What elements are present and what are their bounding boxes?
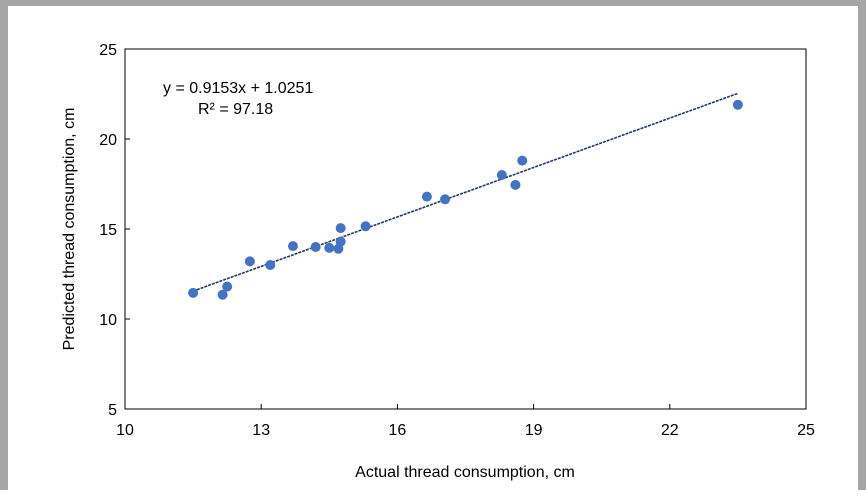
data-point bbox=[510, 179, 521, 190]
x-tick-label: 25 bbox=[797, 422, 815, 439]
plot-area bbox=[124, 48, 807, 410]
y-tick-label: 5 bbox=[108, 402, 117, 419]
data-point bbox=[496, 170, 507, 180]
y-axis-ticks: 5 10 15 20 25 bbox=[99, 42, 130, 419]
y-tick-label: 25 bbox=[99, 42, 117, 59]
x-axis-ticks: 10 13 16 19 22 25 bbox=[116, 404, 815, 439]
data-point bbox=[287, 241, 298, 252]
y-tick-label: 15 bbox=[99, 222, 117, 239]
data-point bbox=[335, 223, 346, 234]
data-point bbox=[421, 191, 432, 202]
data-point bbox=[324, 242, 335, 253]
y-tick-label: 20 bbox=[99, 132, 117, 149]
data-points bbox=[188, 99, 743, 300]
data-point bbox=[188, 287, 199, 298]
data-point bbox=[244, 256, 255, 267]
x-axis-title: Actual thread consumption, cm bbox=[355, 464, 575, 481]
data-point bbox=[732, 99, 743, 110]
y-axis-title: Predicted thread consumption, cm bbox=[61, 108, 78, 351]
x-tick-label: 22 bbox=[661, 422, 679, 439]
x-tick-label: 13 bbox=[252, 422, 270, 439]
trendline-equation: y = 0.9153x + 1.0251 bbox=[163, 80, 313, 97]
r-squared-label: R² = 97.18 bbox=[198, 101, 273, 118]
data-point bbox=[265, 260, 276, 270]
scatter-chart: 10 13 16 19 22 25 5 10 15 20 25 y = 0.9153x + 1.0… bbox=[61, 42, 815, 481]
data-point bbox=[440, 194, 451, 205]
x-tick-label: 10 bbox=[116, 422, 134, 439]
x-tick-label: 19 bbox=[525, 422, 543, 439]
y-tick-label: 10 bbox=[99, 312, 117, 329]
x-tick-label: 16 bbox=[389, 422, 407, 439]
data-point bbox=[222, 281, 233, 292]
data-point bbox=[360, 221, 371, 232]
data-point bbox=[335, 236, 346, 247]
trendline bbox=[192, 92, 739, 292]
data-point bbox=[217, 289, 228, 300]
data-point bbox=[517, 155, 528, 166]
data-point bbox=[310, 242, 321, 252]
